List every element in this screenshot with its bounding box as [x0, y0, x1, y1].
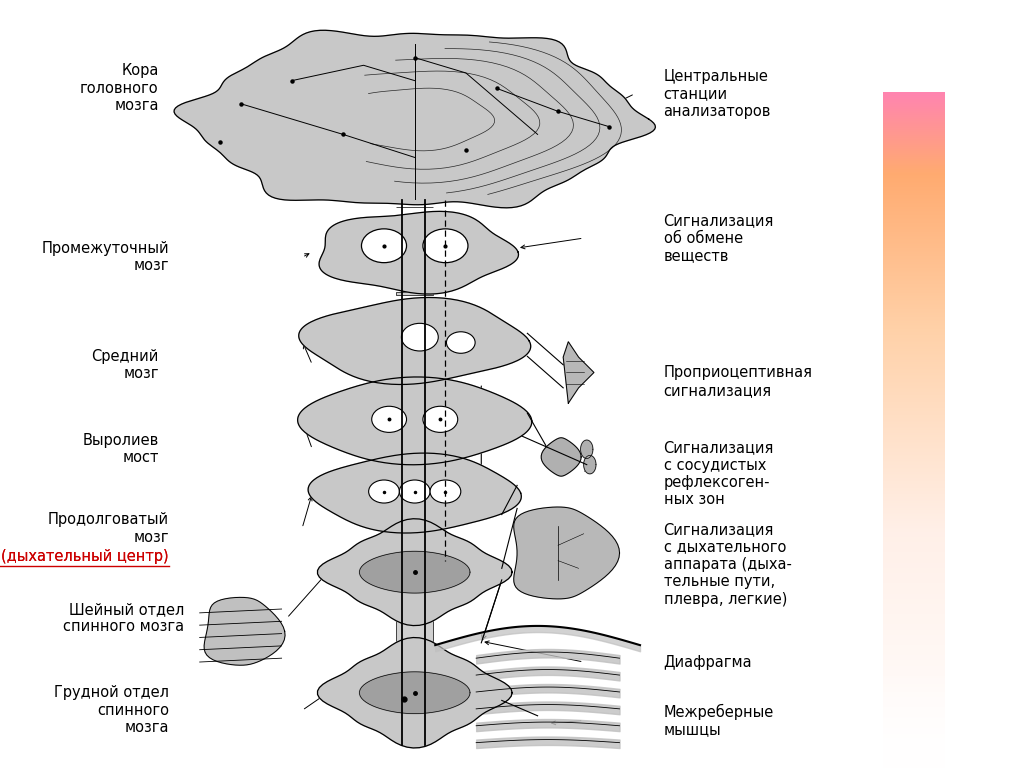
- Circle shape: [430, 480, 461, 503]
- Polygon shape: [317, 518, 512, 626]
- Circle shape: [399, 480, 430, 503]
- Text: Грудной отдел
спинного
мозга: Грудной отдел спинного мозга: [54, 686, 169, 735]
- Circle shape: [401, 323, 438, 351]
- Text: Проприоцептивная
сигнализация: Проприоцептивная сигнализация: [664, 366, 813, 398]
- Text: Сигнализация
с сосудистых
рефлексоген-
ных зон: Сигнализация с сосудистых рефлексоген- н…: [664, 440, 774, 508]
- Polygon shape: [359, 551, 470, 593]
- FancyBboxPatch shape: [396, 522, 433, 534]
- Polygon shape: [563, 342, 594, 403]
- FancyBboxPatch shape: [396, 375, 433, 384]
- Polygon shape: [319, 211, 518, 294]
- Text: Средний
мозг: Средний мозг: [91, 349, 159, 381]
- Polygon shape: [581, 440, 593, 458]
- Polygon shape: [542, 438, 582, 476]
- Polygon shape: [514, 507, 620, 599]
- Circle shape: [423, 229, 468, 263]
- Text: Продолговатый
мозг: Продолговатый мозг: [48, 512, 169, 545]
- FancyBboxPatch shape: [396, 292, 433, 295]
- Polygon shape: [298, 377, 531, 465]
- Text: Шейный отдел
спинного мозга: Шейный отдел спинного мозга: [63, 602, 184, 634]
- Text: (дыхательный центр): (дыхательный центр): [1, 548, 169, 564]
- Polygon shape: [317, 637, 512, 748]
- Polygon shape: [299, 297, 530, 385]
- Polygon shape: [359, 672, 470, 713]
- Text: Диафрагма: Диафрагма: [664, 654, 753, 670]
- Text: Сигнализация
об обмене
веществ: Сигнализация об обмене веществ: [664, 214, 774, 263]
- Text: Центральные
станции
анализаторов: Центральные станции анализаторов: [664, 69, 771, 118]
- Text: Межреберные
мышцы: Межреберные мышцы: [664, 703, 774, 737]
- Circle shape: [423, 406, 458, 432]
- Text: (дыхательный центр): (дыхательный центр): [1, 548, 169, 564]
- Circle shape: [446, 332, 475, 353]
- Polygon shape: [584, 455, 596, 474]
- FancyBboxPatch shape: [396, 621, 433, 641]
- Text: Кора
головного
мозга: Кора головного мозга: [80, 64, 159, 113]
- Circle shape: [361, 229, 407, 263]
- Text: Сигнализация
с дыхательного
аппарата (дыха-
тельные пути,
плевра, легкие): Сигнализация с дыхательного аппарата (ды…: [664, 522, 792, 607]
- Polygon shape: [204, 598, 285, 665]
- Text: Промежуточный
мозг: Промежуточный мозг: [41, 241, 169, 273]
- Text: Выролиев
мост: Выролиев мост: [83, 433, 159, 465]
- Circle shape: [372, 406, 407, 432]
- Polygon shape: [174, 30, 655, 208]
- Circle shape: [369, 480, 399, 503]
- FancyBboxPatch shape: [396, 451, 433, 465]
- Polygon shape: [308, 453, 521, 533]
